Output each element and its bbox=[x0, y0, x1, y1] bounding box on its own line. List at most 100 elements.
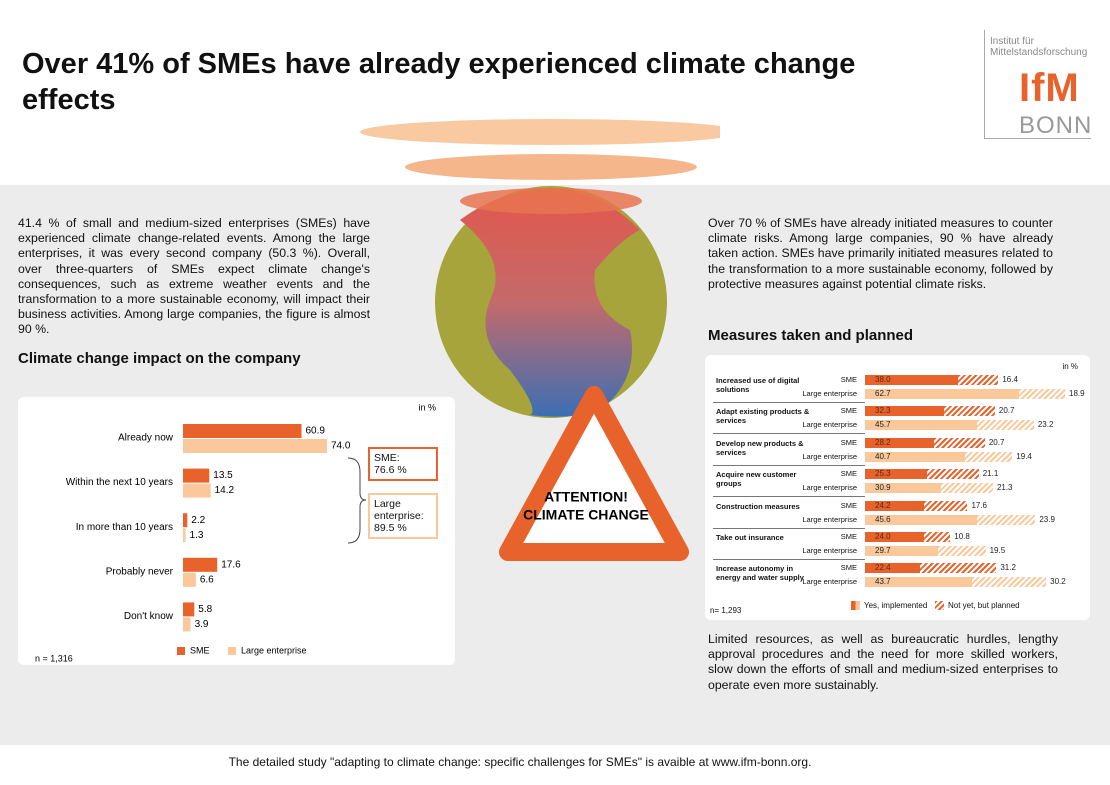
annotation-box: Large enterprise: 89.5 % bbox=[368, 493, 438, 539]
bar-segment bbox=[934, 437, 985, 448]
value-label: 19.5 bbox=[989, 546, 1006, 555]
logo-city: BONN bbox=[1019, 112, 1093, 139]
bar-segment bbox=[865, 514, 977, 525]
value-label: 38.0 bbox=[875, 375, 891, 384]
globe-land bbox=[460, 188, 640, 417]
bar bbox=[183, 572, 196, 587]
bar bbox=[183, 528, 186, 543]
warning-sign bbox=[499, 386, 689, 561]
legend-label: Yes, implemented bbox=[864, 601, 928, 610]
bar-segment bbox=[865, 532, 924, 542]
bar bbox=[183, 439, 327, 453]
bar bbox=[183, 617, 191, 632]
value-label: 17.6 bbox=[221, 559, 241, 570]
measures-text: Over 70 % of SMEs have already initiated… bbox=[708, 216, 1053, 291]
value-label: 24.2 bbox=[875, 500, 891, 510]
value-label: 21.1 bbox=[982, 469, 999, 479]
heat-wave bbox=[360, 119, 720, 145]
legend-swatch bbox=[935, 601, 944, 610]
bar-segment bbox=[865, 469, 927, 480]
chart-impact: in % Already now 60.9 74.0 Within the next 1… bbox=[18, 397, 455, 665]
chart-title: Measures taken and planned bbox=[708, 327, 914, 344]
bar bbox=[183, 602, 195, 617]
row-label: Large enterprise bbox=[802, 514, 857, 524]
row-label: SME bbox=[840, 500, 857, 510]
annotation-box: SME: 76.6 % bbox=[368, 447, 438, 481]
category-label: Take out insurance bbox=[716, 533, 784, 542]
chart-canvas: in % Already now 60.9 74.0 Within the next 1… bbox=[35, 402, 436, 663]
bar-segment bbox=[923, 532, 951, 542]
separator bbox=[713, 433, 865, 435]
hurdles-text: Limited resources, as well as bureaucrat… bbox=[708, 632, 1058, 692]
value-label: 40.7 bbox=[875, 451, 891, 461]
value-label: 19.4 bbox=[1016, 451, 1032, 461]
row-label: SME bbox=[840, 532, 857, 541]
bar-segment bbox=[919, 563, 997, 574]
value-label: 32.3 bbox=[875, 406, 891, 416]
sign-text: ATTENTION! bbox=[544, 489, 628, 505]
bar-segment bbox=[958, 375, 999, 385]
value-label: 29.7 bbox=[875, 546, 891, 555]
bar-segment bbox=[1018, 389, 1065, 399]
sample-note: n= 1,293 bbox=[710, 606, 742, 615]
logo-brand: IfM bbox=[1019, 66, 1080, 110]
bar-segment bbox=[940, 483, 993, 494]
value-label: 62.7 bbox=[875, 389, 891, 398]
annotation-label: SME: bbox=[374, 452, 400, 464]
separator bbox=[713, 464, 865, 466]
bar-segment bbox=[865, 375, 959, 385]
intro-text: 41.4 % of small and medium-sized enterpr… bbox=[18, 216, 370, 337]
bar-segment bbox=[927, 469, 979, 480]
sample-note: n = 1,316 bbox=[35, 653, 73, 663]
value-label: 20.7 bbox=[998, 406, 1015, 416]
value-label: 6.6 bbox=[200, 574, 214, 585]
chart-title: Climate change impact on the company bbox=[18, 350, 301, 367]
bar-segment bbox=[865, 563, 920, 574]
bar-segment bbox=[865, 451, 965, 462]
value-label: 45.7 bbox=[875, 420, 891, 430]
logo: Institut für Mittelstandsforschung IfM B… bbox=[984, 30, 1091, 139]
category-label: Adapt existing products & services bbox=[716, 407, 810, 426]
value-label: 60.9 bbox=[306, 426, 326, 437]
legend-label: Not yet, but planned bbox=[948, 601, 1020, 610]
bar-segment bbox=[937, 546, 986, 556]
value-label: 25.3 bbox=[875, 469, 891, 479]
value-label: 5.8 bbox=[198, 604, 212, 615]
row-label: SME bbox=[840, 375, 857, 384]
separator bbox=[713, 527, 865, 529]
page-title: Over 41% of SMEs have already experience… bbox=[22, 48, 856, 116]
value-label: 14.2 bbox=[215, 485, 235, 496]
category-label: Develop new products & services bbox=[716, 438, 804, 457]
logo-line: Mittelstandsforschung bbox=[990, 47, 1088, 58]
row-label: Large enterprise bbox=[802, 420, 857, 430]
legend-swatch bbox=[177, 647, 185, 655]
category-label: In more than 10 years bbox=[76, 522, 173, 533]
value-label: 30.2 bbox=[1050, 577, 1066, 587]
row-label: SME bbox=[840, 437, 857, 447]
category-label: Increase autonomy in energy and water su… bbox=[716, 564, 804, 583]
bar-segment bbox=[865, 546, 938, 556]
bar-segment bbox=[977, 420, 1034, 431]
bar-segment bbox=[972, 577, 1047, 588]
bar-segment bbox=[865, 500, 925, 511]
value-label: 43.7 bbox=[875, 577, 891, 587]
separator bbox=[713, 402, 865, 403]
value-label: 45.6 bbox=[875, 514, 891, 524]
unit-label: in % bbox=[1062, 362, 1078, 371]
legend-label: Large enterprise bbox=[241, 645, 307, 655]
category-label: Don't know bbox=[124, 611, 174, 622]
heat-wave bbox=[460, 188, 642, 214]
bar-segment bbox=[964, 451, 1013, 462]
value-label: 30.9 bbox=[875, 483, 891, 493]
value-label: 28.2 bbox=[875, 437, 891, 447]
value-label: 18.9 bbox=[1069, 389, 1085, 398]
legend-swatch bbox=[228, 647, 236, 655]
category-label: Increased use of digital solutions bbox=[716, 376, 800, 394]
bar-segment bbox=[865, 577, 973, 588]
bar-segment bbox=[944, 406, 995, 417]
annotation-value: 76.6 % bbox=[374, 464, 407, 476]
sign-text: CLIMATE CHANGE bbox=[523, 507, 649, 523]
row-label: Large enterprise bbox=[802, 577, 857, 587]
value-label: 2.2 bbox=[191, 515, 205, 526]
row-label: SME bbox=[840, 469, 857, 479]
